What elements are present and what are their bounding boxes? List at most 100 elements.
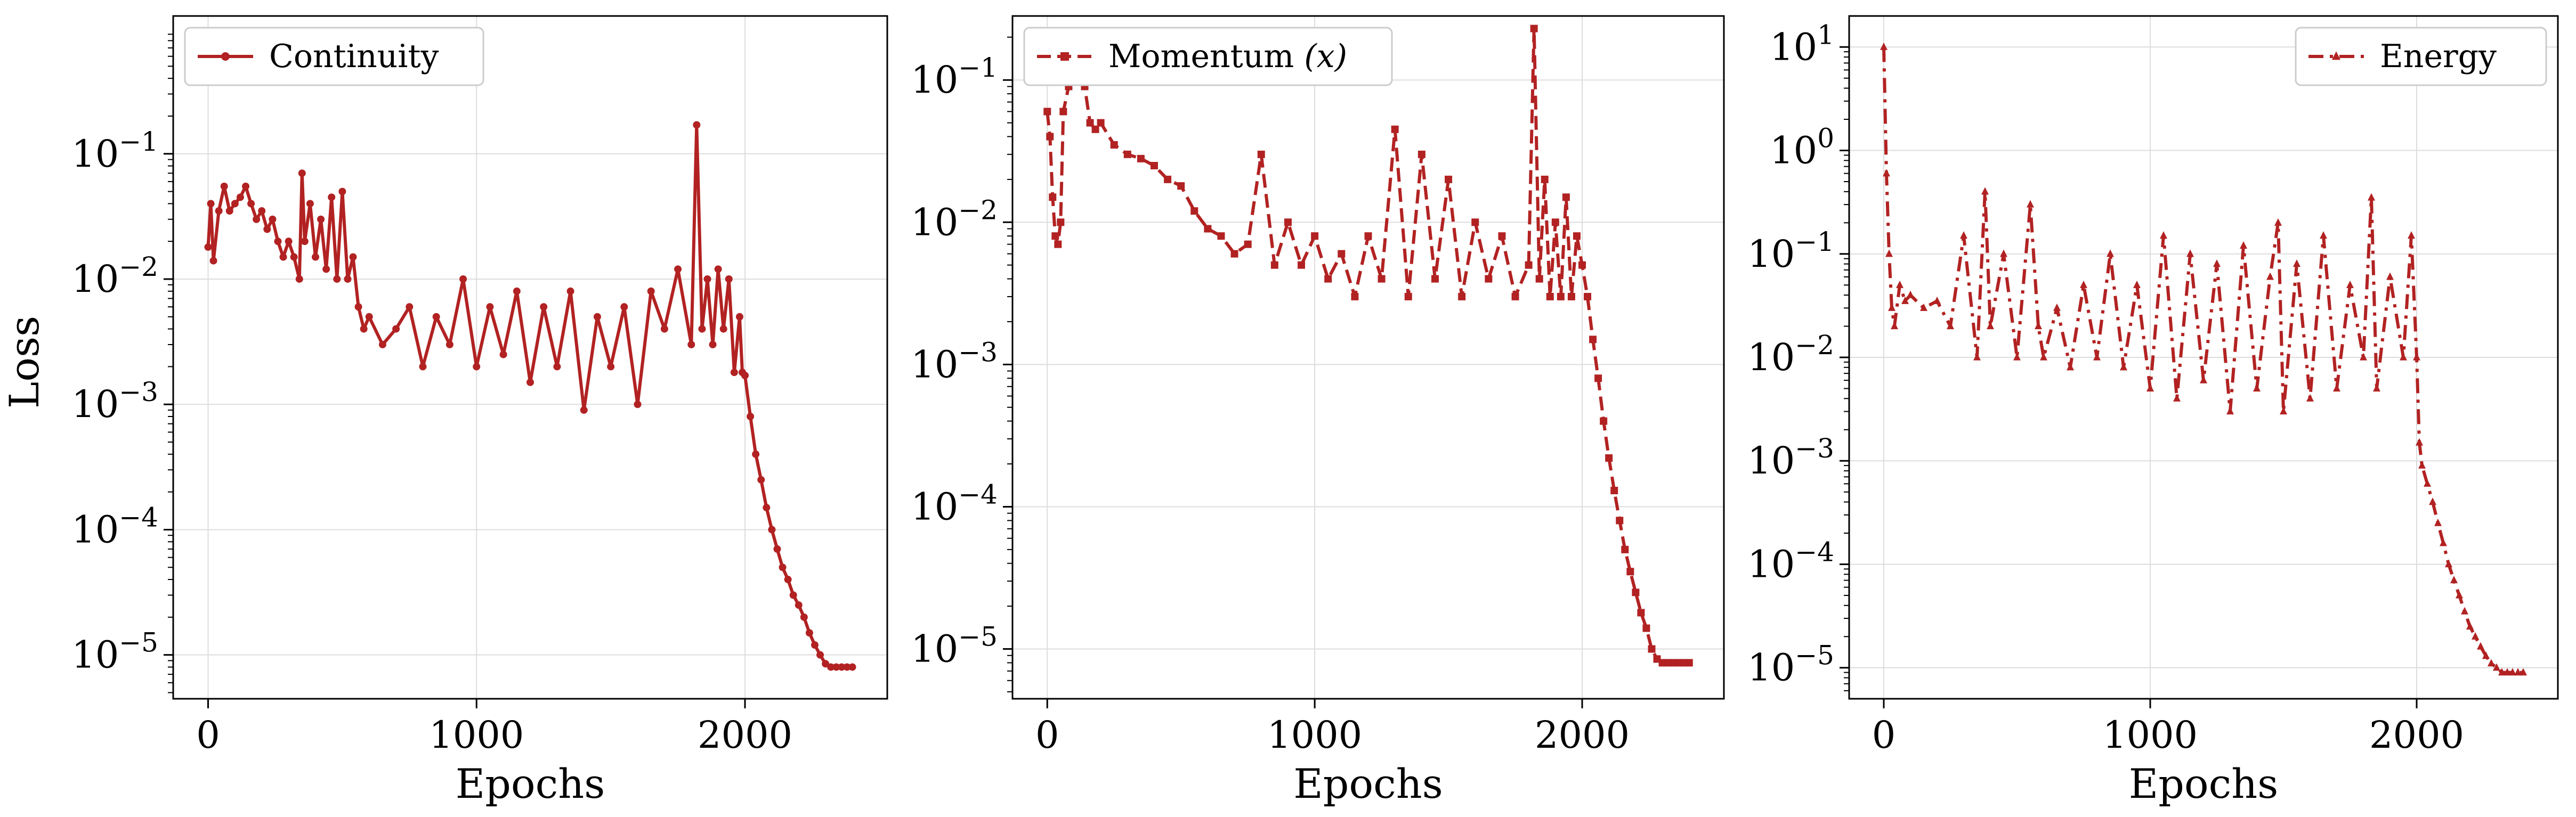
data-point (2472, 632, 2479, 640)
x-tick-label: 0 (196, 713, 220, 757)
data-point (1046, 133, 1054, 141)
data-point (322, 265, 330, 273)
y-tick-label: 10−1 (71, 126, 158, 176)
data-point (215, 207, 223, 215)
data-point (1445, 175, 1453, 183)
data-point (285, 238, 293, 246)
data-point (1257, 150, 1265, 158)
legend-box (1023, 27, 1393, 86)
data-point (2240, 241, 2247, 249)
data-point (459, 275, 467, 283)
y-tick-label: 100 (1770, 123, 1834, 173)
data-point (2320, 231, 2327, 239)
data-point (392, 325, 400, 333)
data-point (687, 340, 695, 348)
data-point (647, 287, 655, 295)
data-point (2493, 663, 2500, 671)
data-point (1298, 261, 1306, 269)
data-point (290, 253, 298, 261)
data-point (789, 591, 797, 599)
data-point (406, 303, 414, 311)
data-point (1364, 232, 1372, 240)
plot-frame (172, 15, 888, 700)
data-point (1933, 296, 1941, 304)
data-point (279, 253, 287, 261)
x-tick-label: 2000 (2369, 713, 2464, 757)
data-point (752, 450, 760, 458)
data-point (2053, 303, 2061, 311)
data-point (660, 325, 668, 333)
data-point (445, 340, 453, 348)
data-point (2386, 272, 2394, 280)
x-tick-label: 1000 (2103, 713, 2198, 757)
data-point (1051, 232, 1059, 240)
data-point (1530, 24, 1538, 32)
x-axis-title: Epochs (1293, 760, 1443, 807)
data-point (1880, 42, 1888, 50)
data-point (2509, 668, 2516, 676)
y-tick-label: 10−1 (911, 52, 998, 102)
data-point (2280, 407, 2287, 415)
data-point (1616, 517, 1624, 525)
y-tick-label: 10−5 (911, 622, 998, 671)
data-point (269, 215, 277, 223)
data-point (1525, 261, 1533, 269)
x-tick-label: 0 (1035, 713, 1059, 757)
data-point (2461, 607, 2468, 615)
data-point (1987, 322, 1994, 330)
data-point (231, 200, 239, 208)
data-point (1378, 275, 1386, 283)
data-point (328, 193, 336, 201)
plot-frame (1848, 15, 2559, 700)
data-point (2416, 438, 2423, 446)
chart-panel-1: 0 1000 2000 10−5 10−4 10−3 10−2 10−1 Epochs Conti… (71, 15, 888, 807)
data-point (1049, 193, 1057, 201)
data-point (2000, 249, 2007, 257)
legend: Continuity (184, 27, 484, 86)
data-point (2293, 259, 2300, 267)
data-point (2253, 384, 2261, 392)
data-point (741, 372, 749, 380)
legend: Momentum (x) (1023, 27, 1393, 86)
data-point (674, 265, 682, 273)
data-point (607, 363, 615, 371)
data-point (848, 663, 856, 671)
data-point (816, 651, 824, 659)
data-point (298, 169, 306, 177)
data-point (768, 526, 776, 534)
x-tick-label: 1000 (1267, 713, 1362, 757)
y-tick-label: 101 (1770, 19, 1834, 69)
data-point (258, 207, 266, 215)
data-point (838, 663, 846, 671)
series-line-2 (1046, 27, 1689, 665)
data-point (1059, 108, 1067, 116)
x-axis-title: Epochs (2129, 760, 2278, 807)
data-point (1204, 225, 1212, 233)
legend-label: Energy (2380, 38, 2497, 75)
data-point (709, 340, 717, 348)
data-point (2482, 651, 2490, 659)
data-point (580, 406, 588, 414)
data-point (566, 287, 574, 295)
data-point (499, 350, 507, 358)
x-tick-label: 0 (1872, 713, 1896, 757)
data-point (1605, 454, 1613, 462)
data-point (242, 182, 250, 190)
data-point (773, 545, 781, 553)
data-point (1981, 187, 1989, 195)
data-point (2360, 353, 2367, 361)
data-point (2434, 518, 2442, 526)
data-point (306, 200, 314, 208)
data-point (2466, 622, 2474, 630)
data-point (247, 200, 255, 208)
data-point (1485, 275, 1493, 283)
data-point (2488, 659, 2495, 667)
legend-box (2295, 27, 2547, 86)
data-point (209, 257, 217, 265)
data-point (204, 243, 212, 251)
data-point (1584, 292, 1592, 300)
legend-box (184, 27, 484, 86)
data-point (2040, 353, 2047, 361)
data-point (2413, 353, 2420, 361)
legend-label: Momentum (x) (1108, 38, 1347, 75)
